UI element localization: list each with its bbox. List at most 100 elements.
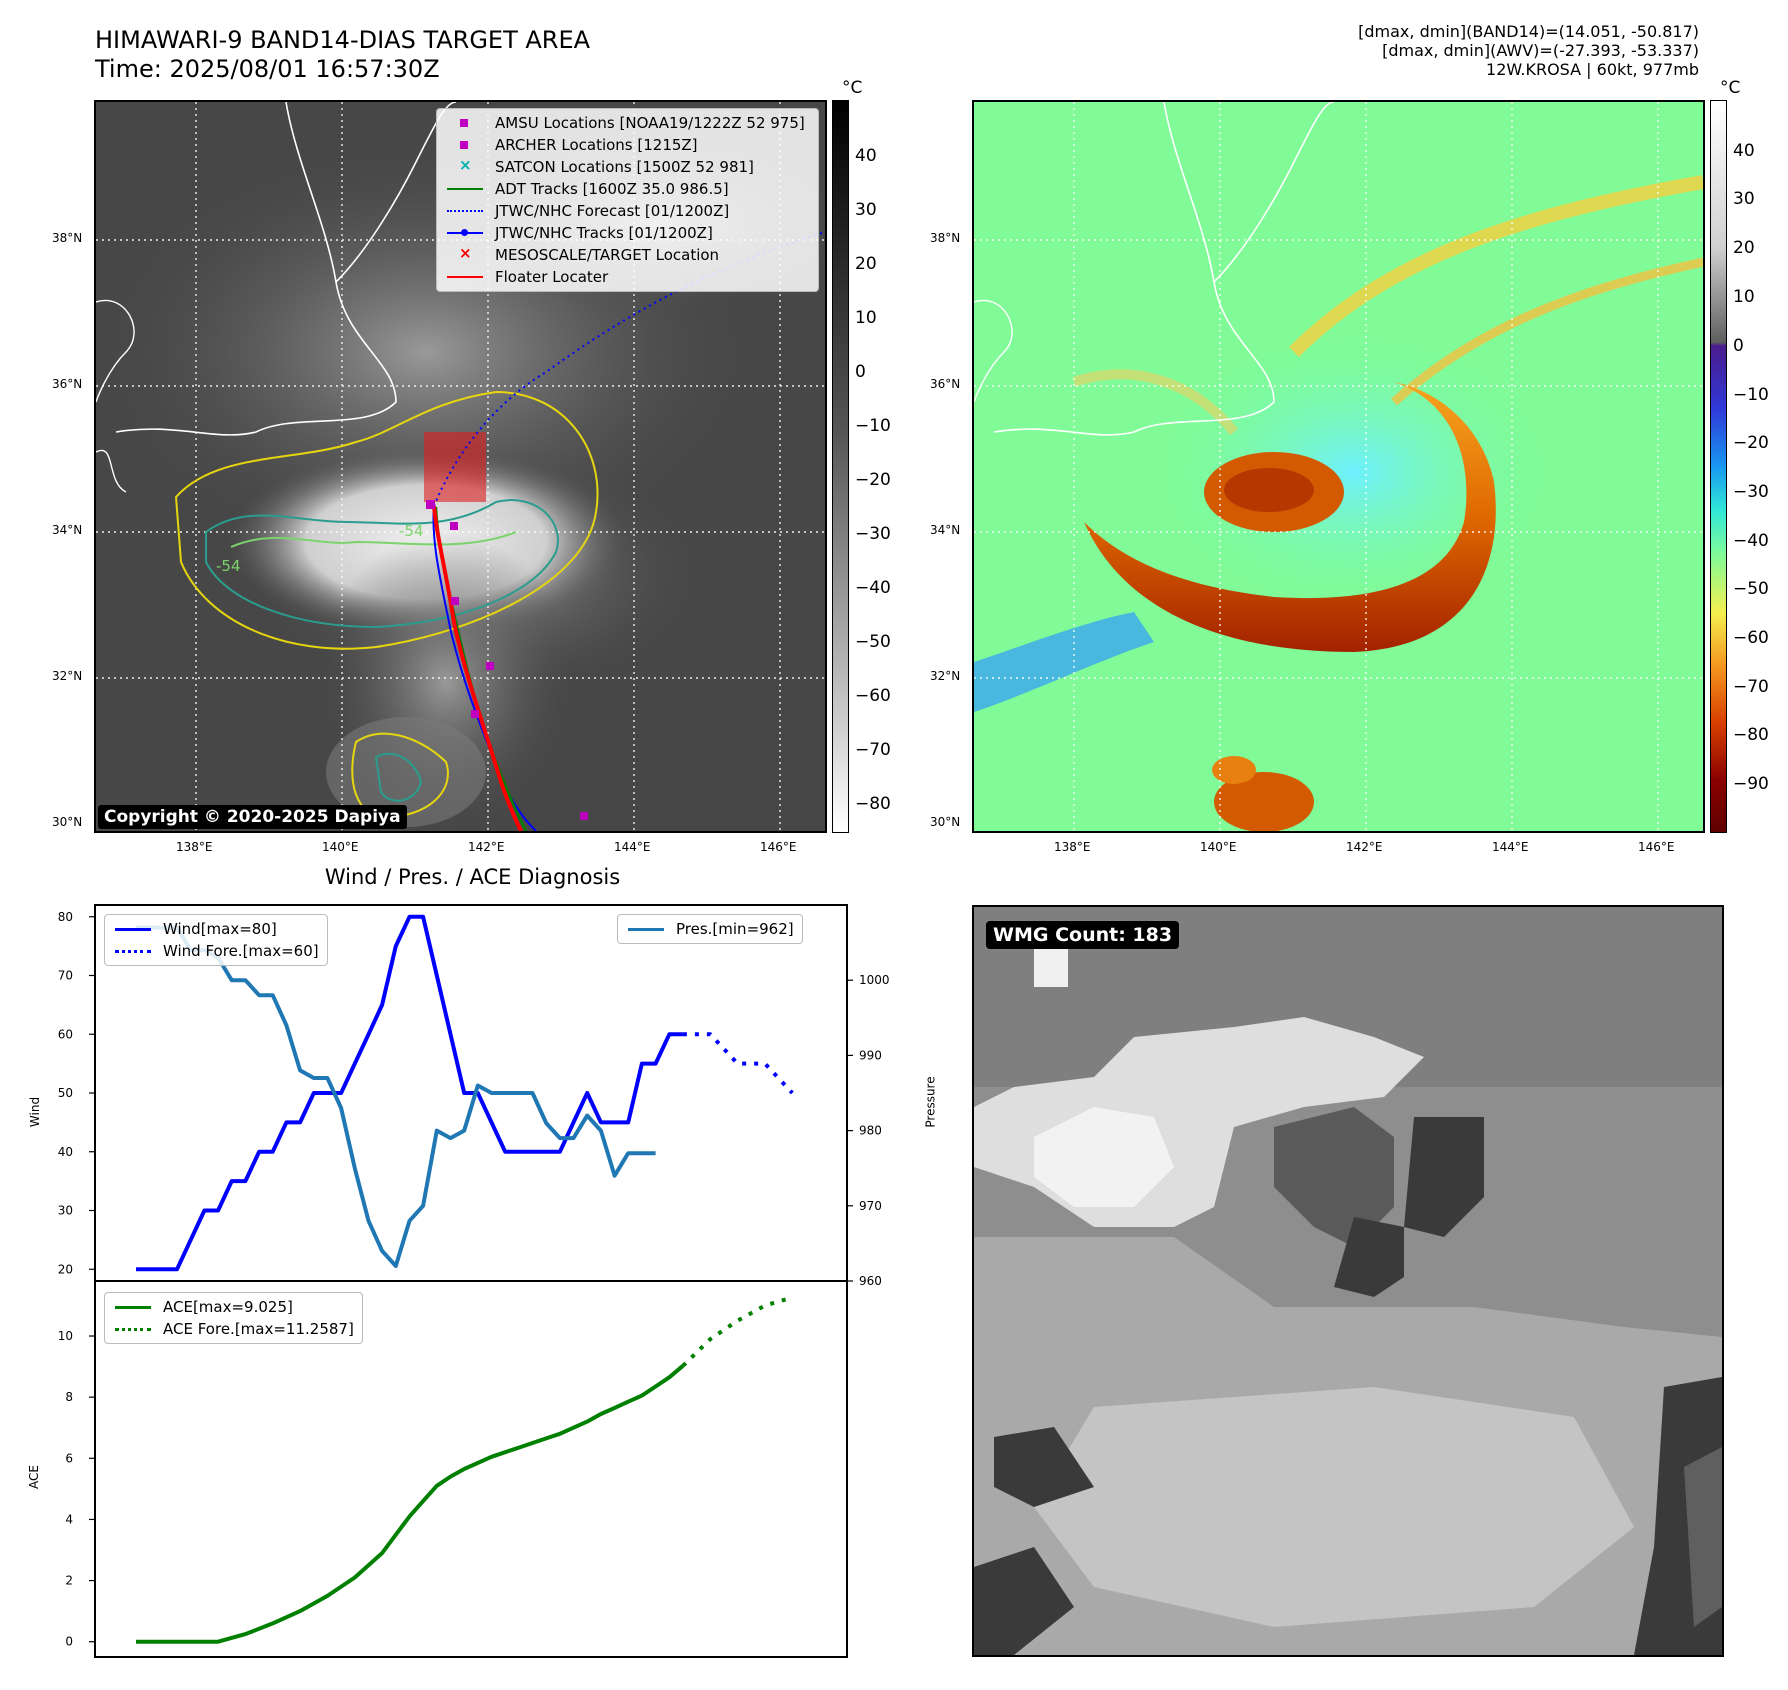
- legend-item-floater: Floater Locater: [437, 266, 818, 288]
- diagnosis-title: Wind / Pres. / ACE Diagnosis: [324, 865, 621, 889]
- colorbar-tick: −20: [1733, 433, 1769, 453]
- legend-label: SATCON Locations [1500Z 52 981]: [495, 158, 754, 176]
- colorbar-tick: 20: [1733, 238, 1755, 258]
- legend-item-satcon: × SATCON Locations [1500Z 52 981]: [437, 156, 818, 178]
- series-line-1: [136, 1364, 685, 1644]
- colorbar-unit: °C: [842, 78, 863, 98]
- pressure-legend: Pres.[min=962]: [617, 914, 803, 944]
- lon-label: 142°E: [468, 840, 505, 854]
- dotted-line-icon: [113, 1322, 153, 1336]
- colorbar-tick: 20: [855, 254, 877, 274]
- legend-label: Pres.[min=962]: [676, 920, 794, 938]
- colorbar-tick: 10: [1733, 287, 1755, 307]
- line-marker-icon: [113, 922, 153, 936]
- lat-label: 32°N: [930, 669, 961, 683]
- line-dot-icon: [445, 226, 485, 240]
- colorbar-unit: °C: [1720, 78, 1741, 98]
- colorbar-tick: −10: [1733, 385, 1769, 405]
- legend-label: Wind Fore.[max=60]: [163, 942, 319, 960]
- wmg-pixel-grid: [974, 907, 1722, 1655]
- wmg-panel[interactable]: WMG Count: 183: [972, 905, 1724, 1657]
- legend-label: Wind[max=80]: [163, 920, 277, 938]
- lat-label: 34°N: [930, 523, 961, 537]
- y2-tick-label: 1000: [859, 973, 890, 987]
- ace-plot: 0 2 4 6 8 10: [58, 1280, 848, 1658]
- square-marker-icon: [445, 116, 485, 130]
- legend-item-mesoscale: × MESOSCALE/TARGET Location: [437, 244, 818, 266]
- series-line-3: [136, 925, 656, 1268]
- y-tick-label: 2: [65, 1574, 73, 1588]
- dotted-line-icon: [113, 944, 153, 958]
- title-line-2: Time: 2025/08/01 16:57:30Z: [95, 55, 440, 83]
- legend-label: ACE Fore.[max=11.2587]: [163, 1320, 354, 1338]
- lat-label: 36°N: [52, 377, 83, 391]
- colorbar-tick: −70: [1733, 677, 1769, 697]
- y2-tick-label: 960: [859, 1274, 882, 1288]
- y-tick-label: 50: [58, 1086, 73, 1100]
- copyright-badge: Copyright © 2020-2025 Dapiya: [98, 805, 407, 829]
- lon-label: 144°E: [1492, 840, 1529, 854]
- awv-map-panel[interactable]: [972, 100, 1705, 833]
- lat-label: 30°N: [930, 815, 961, 829]
- lon-label: 144°E: [614, 840, 651, 854]
- legend-label: AMSU Locations [NOAA19/1222Z 52 975]: [495, 114, 805, 132]
- contour-label: -54: [216, 557, 241, 575]
- line-marker-icon: [445, 270, 485, 284]
- colorbar-tick: −80: [1733, 725, 1769, 745]
- line-marker-icon: [445, 182, 485, 196]
- legend-label: MESOSCALE/TARGET Location: [495, 246, 720, 264]
- lon-label: 138°E: [1054, 840, 1091, 854]
- legend-item-ace: ACE[max=9.025]: [105, 1296, 362, 1318]
- y-tick-label: 40: [58, 1145, 73, 1159]
- colorbar-tick: −40: [1733, 531, 1769, 551]
- y2-tick-label: 980: [859, 1124, 882, 1138]
- meta-line-2: [dmax, dmin](AWV)=(-27.393, -53.337): [1382, 41, 1699, 60]
- title-line-1: HIMAWARI-9 BAND14-DIAS TARGET AREA: [95, 26, 591, 54]
- line-marker-icon: [113, 1300, 153, 1314]
- meta-line-3: 12W.KROSA | 60kt, 977mb: [1486, 60, 1699, 79]
- colorbar-tick: −30: [855, 524, 891, 544]
- colorbar-tick: −50: [1733, 579, 1769, 599]
- lat-label: 34°N: [52, 523, 83, 537]
- colorbar-tick: −40: [855, 578, 891, 598]
- colorbar-tick: −90: [1733, 774, 1769, 794]
- colorbar-tick: −50: [855, 632, 891, 652]
- colorbar-tick: 30: [855, 200, 877, 220]
- map-legend: AMSU Locations [NOAA19/1222Z 52 975] ARC…: [436, 108, 819, 292]
- legend-item-archer: ARCHER Locations [1215Z]: [437, 134, 818, 156]
- legend-label: ADT Tracks [1600Z 35.0 986.5]: [495, 180, 729, 198]
- ir-map-panel[interactable]: Copyright © 2020-2025 Dapiya -54 -54 AMS…: [94, 100, 827, 833]
- y-tick-label: 30: [58, 1204, 73, 1218]
- colorbar-tick: −70: [855, 740, 891, 760]
- awv-colorbar-ticks: 40 30 20 10 0 −10 −20 −30 −40 −50 −60 −7…: [1733, 141, 1773, 831]
- colorbar-tick: 0: [855, 362, 866, 382]
- legend-item-adt: ADT Tracks [1600Z 35.0 986.5]: [437, 178, 818, 200]
- colorbar-tick: −20: [855, 470, 891, 490]
- legend-item-wind-forecast: Wind Fore.[max=60]: [105, 940, 327, 962]
- y2-tick-label: 970: [859, 1199, 882, 1213]
- y-tick-label: 8: [65, 1390, 73, 1404]
- y-tick-label: 60: [58, 1027, 73, 1041]
- legend-item-ace-forecast: ACE Fore.[max=11.2587]: [105, 1318, 362, 1340]
- plot-frame: [94, 1280, 848, 1658]
- colorbar-tick: −10: [855, 416, 891, 436]
- y-tick-label: 6: [65, 1451, 73, 1465]
- series-line-2: [682, 1032, 794, 1095]
- awv-map-imagery: [974, 102, 1703, 831]
- lat-label: 36°N: [930, 377, 961, 391]
- colorbar-tick: 40: [855, 146, 877, 166]
- y2-tick-label: 990: [859, 1048, 882, 1062]
- line-marker-icon: [626, 922, 666, 936]
- series-line-2: [681, 1295, 793, 1368]
- colorbar-tick: 10: [855, 308, 877, 328]
- colorbar-tick: 30: [1733, 189, 1755, 209]
- legend-label: JTWC/NHC Forecast [01/1200Z]: [495, 202, 730, 220]
- colorbar-tick: −60: [1733, 628, 1769, 648]
- figure-title: HIMAWARI-9 BAND14-DIAS TARGET AREA Time:…: [95, 26, 590, 84]
- legend-label: JTWC/NHC Tracks [01/1200Z]: [495, 224, 713, 242]
- legend-item-amsu: AMSU Locations [NOAA19/1222Z 52 975]: [437, 112, 818, 134]
- ir-colorbar-ticks: 40 30 20 10 0 −10 −20 −30 −40 −50 −60 −7…: [855, 146, 895, 826]
- colorbar-tick: 0: [1733, 336, 1744, 356]
- legend-item-wind: Wind[max=80]: [105, 918, 327, 940]
